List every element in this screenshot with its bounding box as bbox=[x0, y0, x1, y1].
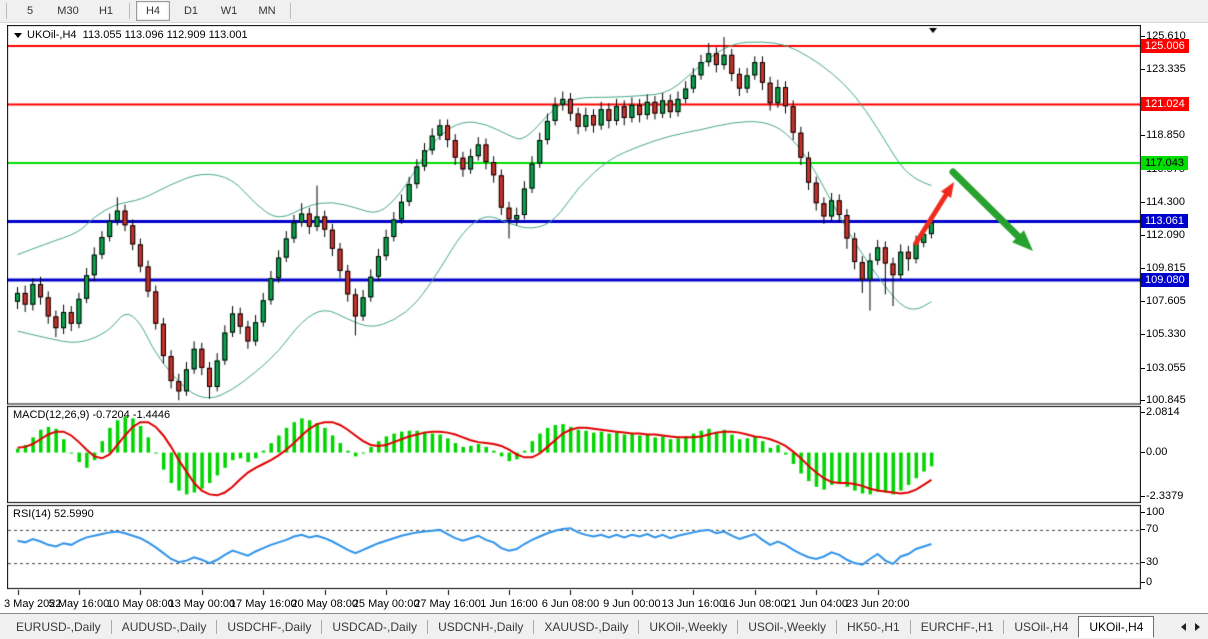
tab-separator bbox=[1003, 619, 1005, 634]
tab-separator bbox=[321, 619, 323, 634]
tab-scroll-right-icon[interactable] bbox=[1190, 619, 1204, 635]
rsi-axis-tick: 30 bbox=[1140, 556, 1159, 569]
price-tick: 103.055 bbox=[1141, 361, 1186, 374]
time-axis-label: 27 May 16:00 bbox=[414, 598, 481, 610]
toolbar-separator bbox=[129, 3, 130, 19]
tab-separator bbox=[836, 619, 838, 634]
toolbar-separator bbox=[290, 3, 291, 19]
time-axis-label: 5 May 16:00 bbox=[48, 598, 110, 610]
price-tick: 118.850 bbox=[1141, 129, 1185, 142]
price-tick: 109.815 bbox=[1141, 262, 1186, 275]
symbol-tab-bar: EURUSD-,Daily AUDUSD-,Daily USDCHF-,Daily U… bbox=[0, 613, 1208, 639]
timeframe-button-mn[interactable]: MN bbox=[258, 5, 276, 17]
symbol-tab-eurusd-daily[interactable]: EURUSD-,Daily bbox=[16, 619, 101, 634]
symbol-tab-ukoil-h4[interactable]: UKOil-,H4 bbox=[1078, 615, 1155, 638]
toolbar-separator bbox=[6, 3, 7, 19]
timeframe-button-d1[interactable]: D1 bbox=[183, 5, 199, 17]
symbol-tab-xauusd-daily[interactable]: XAUUSD-,Daily bbox=[544, 619, 629, 634]
price-line-label: 117.043 bbox=[1141, 155, 1188, 170]
time-axis-label: 25 May 00:00 bbox=[352, 598, 420, 610]
rsi-label: RSI(14) 52.5990 bbox=[13, 508, 94, 520]
tab-scroll-left-icon[interactable] bbox=[1176, 619, 1190, 635]
tab-scrollers bbox=[1176, 619, 1208, 635]
timeframe-toolbar: 5 M30 H1 H4 D1 W1 MN bbox=[0, 0, 1208, 23]
price-tick: 112.090 bbox=[1141, 228, 1185, 241]
price-tick: 105.330 bbox=[1141, 328, 1186, 341]
timeframe-button-h4[interactable]: H4 bbox=[136, 1, 170, 21]
timeframe-button-h1[interactable]: H1 bbox=[98, 5, 114, 17]
time-axis-label: 21 Jun 04:00 bbox=[784, 598, 849, 610]
price-tick: 114.300 bbox=[1141, 196, 1185, 209]
price-tick: 123.335 bbox=[1141, 63, 1186, 76]
time-axis-label: 16 Jun 08:00 bbox=[722, 598, 787, 610]
symbol-tab-audusd-daily[interactable]: AUDUSD-,Daily bbox=[121, 619, 207, 634]
time-axis-label: 13 May 00:00 bbox=[168, 598, 236, 610]
price-line-label: 125.006 bbox=[1141, 38, 1189, 53]
time-axis-label: 6 Jun 08:00 bbox=[541, 598, 600, 610]
time-axis-label: 10 May 08:00 bbox=[107, 598, 174, 610]
macd-axis-tick: 2.0814 bbox=[1141, 406, 1180, 418]
symbol-tab-eurchf-h1[interactable]: EURCHF-,H1 bbox=[920, 619, 994, 634]
chart-title: UKOil-,H4 113.055 113.096 112.909 113.00… bbox=[14, 29, 248, 41]
time-axis-label: 9 Jun 00:00 bbox=[603, 598, 661, 610]
symbol-tab-hk50-h1[interactable]: HK50-,H1 bbox=[847, 619, 900, 634]
symbol-tab-usdcad-daily[interactable]: USDCAD-,Daily bbox=[332, 619, 418, 634]
price-tick: 107.605 bbox=[1141, 294, 1186, 307]
time-axis-label: 20 May 08:00 bbox=[291, 598, 359, 610]
time-axis-label: 17 May 16:00 bbox=[229, 598, 297, 610]
macd-axis-tick: -2.3379 bbox=[1140, 490, 1184, 503]
tab-separator bbox=[216, 619, 218, 634]
symbol-tab-usdcnh-daily[interactable]: USDCNH-,Daily bbox=[438, 619, 524, 634]
timeframe-button-5[interactable]: 5 bbox=[26, 5, 34, 17]
price-line-label: 113.061 bbox=[1141, 214, 1188, 229]
symbol-tab-usdchf-daily[interactable]: USDCHF-,Daily bbox=[227, 619, 312, 634]
rsi-axis-tick: 0 bbox=[1140, 576, 1153, 588]
tab-separator bbox=[533, 619, 535, 634]
symbol-tab-ukoil-weekly[interactable]: UKOil-,Weekly bbox=[649, 619, 728, 634]
rsi-axis-tick: 100 bbox=[1140, 506, 1165, 518]
chart-symbol: UKOil-,H4 bbox=[27, 29, 77, 41]
price-line-label: 121.024 bbox=[1141, 97, 1189, 112]
symbol-tab-usoil-weekly[interactable]: USOil-,Weekly bbox=[748, 619, 827, 634]
tab-separator bbox=[737, 619, 739, 634]
price-tick: 100.845 bbox=[1141, 394, 1186, 406]
chart-ohlc: 113.055 113.096 112.909 113.001 bbox=[82, 29, 248, 41]
tab-separator bbox=[110, 619, 112, 634]
macd-label: MACD(12,26,9) -0.7204 -1.4446 bbox=[13, 409, 171, 421]
tab-separator bbox=[909, 619, 911, 634]
rsi-axis-tick: 70 bbox=[1140, 522, 1159, 535]
time-axis-label: 3 May 2022 bbox=[4, 598, 62, 610]
time-axis-label: 13 Jun 16:00 bbox=[661, 598, 726, 610]
price-line-label: 109.080 bbox=[1141, 272, 1189, 287]
time-axis-label: 1 Jun 16:00 bbox=[480, 598, 538, 610]
macd-axis-tick: 0.00 bbox=[1140, 445, 1168, 458]
chart-dropdown-icon bbox=[14, 33, 22, 38]
timeframe-button-w1[interactable]: W1 bbox=[220, 5, 238, 17]
timeframe-button-m30[interactable]: M30 bbox=[57, 5, 79, 17]
tab-separator bbox=[638, 619, 640, 634]
chart-canvas[interactable] bbox=[7, 25, 1141, 613]
tab-separator bbox=[427, 619, 429, 634]
time-axis-label: 23 Jun 20:00 bbox=[845, 598, 910, 610]
symbol-tab-usoil-h4[interactable]: USOil-,H4 bbox=[1014, 619, 1069, 634]
